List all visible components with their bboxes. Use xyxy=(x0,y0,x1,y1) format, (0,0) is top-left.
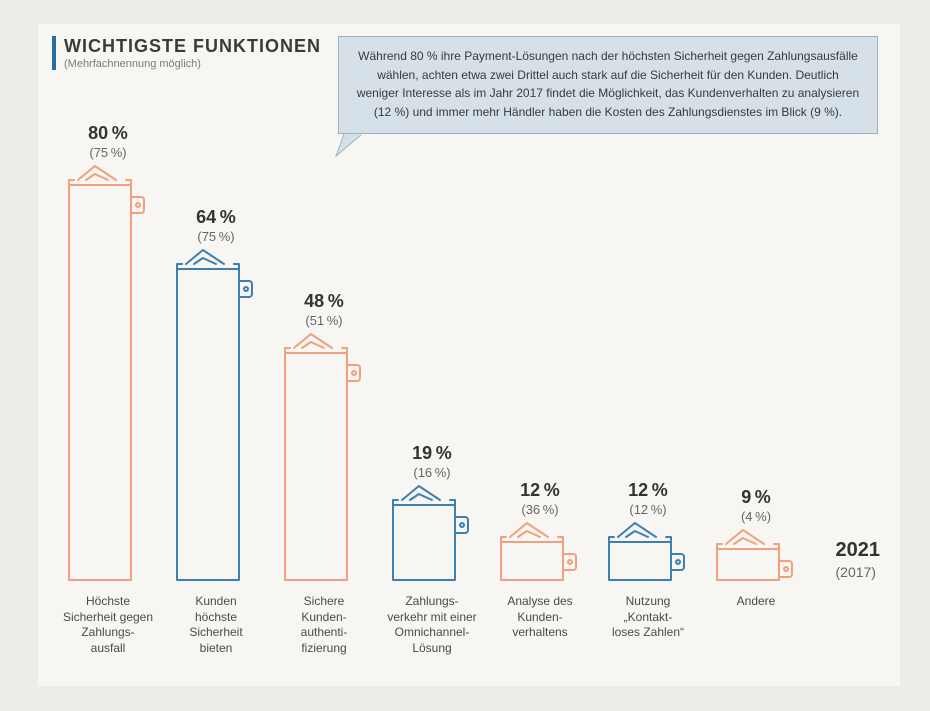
bar-value-labels: 19 %(16 %) xyxy=(384,443,480,480)
bar-value: 48 % xyxy=(276,291,372,312)
bar-value: 12 % xyxy=(600,480,696,501)
year-legend: 2021 (2017) xyxy=(836,539,881,580)
page-subtitle: (Mehrfachnennung möglich) xyxy=(52,58,321,70)
title-rule xyxy=(52,36,56,70)
bar-prev-value: (12 %) xyxy=(600,502,696,517)
bar-value: 12 % xyxy=(492,480,588,501)
bar-value-labels: 80 %(75 %) xyxy=(60,123,156,160)
page-title: WICHTIGSTE FUNKTIONEN xyxy=(52,36,321,57)
bar-prev-value: (75 %) xyxy=(60,145,156,160)
bar-chart: 80 %(75 %) HöchsteSicherheit gegenZahlun… xyxy=(52,92,886,672)
bar-category-label: Zahlungs-verkehr mit einerOmnichannel-Lö… xyxy=(379,586,485,656)
wallet-bar-icon xyxy=(176,245,256,586)
bar-value-labels: 64 %(75 %) xyxy=(168,207,264,244)
bars-area: 80 %(75 %) HöchsteSicherheit gegenZahlun… xyxy=(52,106,886,586)
bar-prev-value: (51 %) xyxy=(276,313,372,328)
wallet-bar-icon xyxy=(284,329,364,586)
bar-prev-value: (75 %) xyxy=(168,229,264,244)
bar-value: 19 % xyxy=(384,443,480,464)
bar-category-label: SichereKunden-authenti-fizierung xyxy=(271,586,377,656)
bar-prev-value: (4 %) xyxy=(708,509,804,524)
wallet-bar-icon xyxy=(68,161,148,586)
bar-group: 80 %(75 %) HöchsteSicherheit gegenZahlun… xyxy=(60,166,156,586)
chart-panel: WICHTIGSTE FUNKTIONEN (Mehrfachnennung m… xyxy=(38,24,900,686)
bar-value-labels: 48 %(51 %) xyxy=(276,291,372,328)
bar-category-label: Andere xyxy=(703,586,809,610)
legend-year-main: 2021 xyxy=(836,539,881,562)
bar-category-label: Nutzung„Kontakt-loses Zahlen“ xyxy=(595,586,701,641)
wallet-bar-icon xyxy=(716,525,796,586)
bar-category-label: HöchsteSicherheit gegenZahlungs-ausfall xyxy=(55,586,161,656)
wallet-bar-icon xyxy=(500,518,580,586)
bar-category-label: Analyse desKunden-verhaltens xyxy=(487,586,593,641)
bar-group: 64 %(75 %) KundenhöchsteSicherheitbieten xyxy=(168,250,264,586)
wallet-bar-icon xyxy=(392,481,472,586)
bar-value-labels: 9 %(4 %) xyxy=(708,487,804,524)
bar-group: 19 %(16 %) Zahlungs-verkehr mit einerOmn… xyxy=(384,486,480,586)
bar-group: 12 %(36 %) Analyse desKunden-verhaltens xyxy=(492,523,588,586)
bar-prev-value: (36 %) xyxy=(492,502,588,517)
bar-value: 80 % xyxy=(60,123,156,144)
bar-category-label: KundenhöchsteSicherheitbieten xyxy=(163,586,269,656)
bar-value-labels: 12 %(12 %) xyxy=(600,480,696,517)
bar-group: 9 %(4 %) Andere xyxy=(708,530,804,586)
bar-group: 48 %(51 %) SichereKunden-authenti-fizier… xyxy=(276,334,372,586)
bar-value: 9 % xyxy=(708,487,804,508)
bar-value-labels: 12 %(36 %) xyxy=(492,480,588,517)
legend-year-sub: (2017) xyxy=(836,564,881,580)
title-block: WICHTIGSTE FUNKTIONEN (Mehrfachnennung m… xyxy=(52,36,321,70)
bar-group: 12 %(12 %) Nutzung„Kontakt-loses Zahlen“ xyxy=(600,523,696,586)
bar-value: 64 % xyxy=(168,207,264,228)
bar-prev-value: (16 %) xyxy=(384,465,480,480)
wallet-bar-icon xyxy=(608,518,688,586)
